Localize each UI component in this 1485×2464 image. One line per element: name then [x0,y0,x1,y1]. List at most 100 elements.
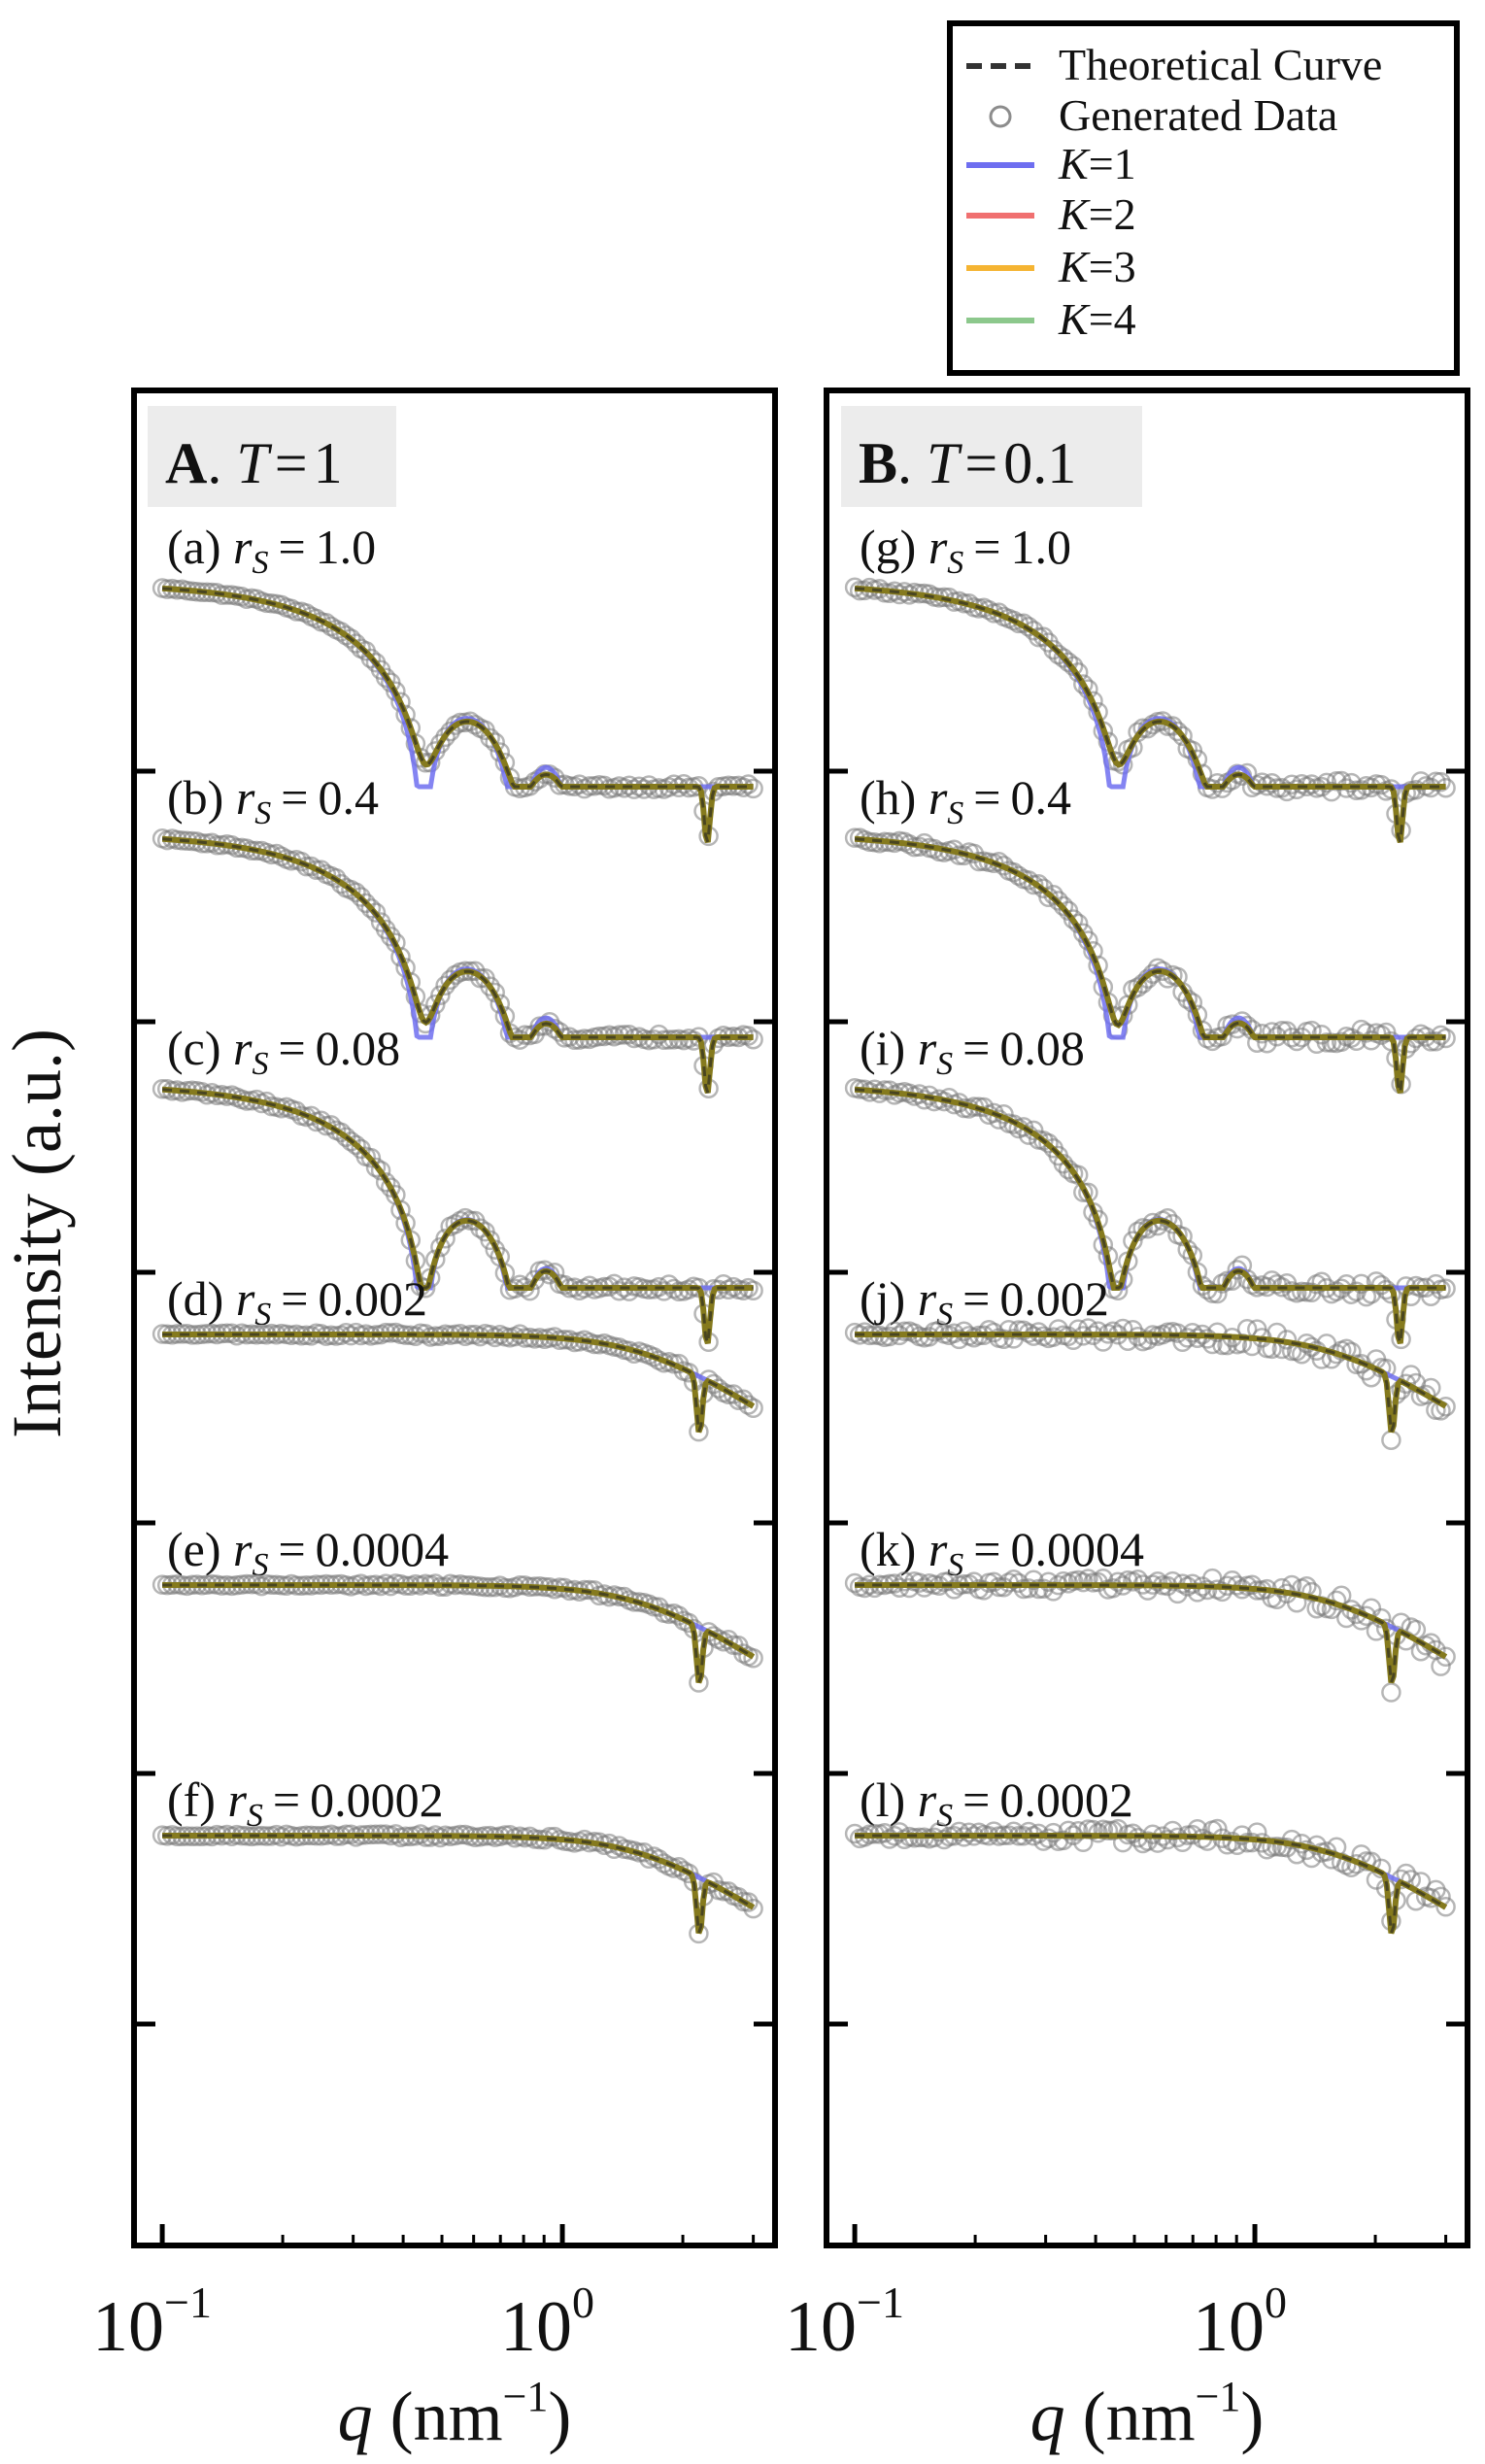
data-point [1067,1821,1089,1841]
data-point [435,726,456,748]
data-point [1097,1820,1119,1841]
panel-a-frame [131,388,778,2248]
data-point [360,1147,382,1168]
k1-curve [855,1582,1447,1660]
data-point [1058,1159,1079,1180]
data-point [1167,721,1188,742]
panel-b-title-box [841,406,1142,507]
data-point [619,1281,640,1301]
k1-curve [161,1087,754,1291]
data-point [1431,771,1451,793]
data-point [1202,1030,1223,1052]
x-axis-label-a: q (nm−1) [338,2373,572,2455]
data-point [435,1228,456,1249]
legend-label-theory: Theoretical Curve [1059,40,1382,89]
data-point [520,1280,540,1301]
data-point [743,1648,763,1669]
data-point [678,1612,699,1634]
data-point [984,1571,1004,1593]
data-point [1048,891,1068,911]
data-point [365,902,387,923]
panel-a-marks: (a) rS = 1.0 (b) rS = 0.4 (c) rS = 0.08 (d)… [134,520,775,2245]
legend-swatch-data [989,105,1012,128]
data-point [330,873,352,894]
data-point [1426,1273,1446,1295]
legend-label-k4: K=4 [1058,294,1136,344]
legend-label-data: Generated Data [1059,90,1337,140]
data-point [1033,626,1054,647]
k4-curve [162,1833,755,1935]
data-point [1038,1132,1059,1154]
data-point [1381,1430,1401,1450]
panel-b-marks: (g) rS = 1.0 (h) rS = 0.4 (i) rS = 0.08 (j)… [827,520,1468,2245]
curve-label: (a) rS = 1.0 [167,520,376,581]
data-point [1431,1656,1451,1676]
data-point [879,1829,900,1849]
k1-curve [854,1087,1446,1291]
data-point [1107,1280,1129,1301]
curve-group-g: (g) rS = 1.0 [844,520,1456,844]
curve-label: (l) rS = 0.0002 [860,1772,1133,1834]
data-point [1018,1821,1039,1842]
data-point [1163,716,1183,736]
data-point [1381,1682,1401,1703]
curve-group-f: (f) rS = 0.0002 [152,1772,763,1944]
data-point [1058,652,1079,672]
data-point [1137,1218,1159,1239]
x-tick-labels: 10−1 100 10−1 100 [92,2278,1287,2367]
data-point [1331,1031,1352,1053]
data-point [1410,771,1432,792]
data-point [698,1622,719,1642]
curve-label: (k) rS = 0.0004 [860,1522,1144,1583]
data-point [1063,1330,1084,1351]
data-point [435,975,456,996]
legend-label-k1: K=1 [1058,139,1136,188]
data-point [1053,895,1074,917]
panel-b-title: B. T = 0.1 [859,431,1076,495]
data-point [959,1822,979,1843]
data-point [1048,1319,1068,1339]
data-point [949,1821,969,1842]
k3-curve [162,1833,756,1935]
data-point [1063,909,1084,929]
data-point [743,1398,763,1419]
curve-group-a: (a) rS = 1.0 [152,520,763,847]
curve-group-c: (c) rS = 0.08 [152,1021,763,1353]
k2-curve [162,1332,755,1434]
panel-a-title-box [148,406,396,507]
curve-group-i: (i) rS = 0.08 [844,1021,1456,1350]
data-point [1029,874,1049,894]
theory-curve [162,1583,755,1683]
data-point [884,1321,905,1341]
theory-curve [162,1834,755,1934]
legend-k-entries: K=1 K=2 K=3 K=4 [966,139,1136,344]
curve-group-b: (b) rS = 0.4 [152,770,763,1098]
data-point [1321,781,1342,802]
k1-curve [854,836,1446,1040]
panel-b: B. T = 0.1 (g) rS = 1.0 (h) rS = 0.4 (i) rS … [824,388,1470,2248]
data-point [445,1214,466,1234]
data-point [430,985,451,1005]
k3-curve [161,835,754,1095]
data-point [1003,861,1024,883]
data-point [994,1329,1014,1349]
data-point [341,628,361,649]
curve-group-h: (h) rS = 0.4 [844,770,1456,1095]
theory-curve [162,1333,755,1433]
theory-curve [855,1088,1446,1344]
data-point [1107,1571,1129,1592]
data-point [743,1898,763,1919]
theory-curve [855,1333,1447,1433]
curve-label: (g) rS = 1.0 [860,520,1071,581]
data-point [1351,1273,1371,1295]
data-point [723,1384,744,1404]
curve-label: (j) rS = 0.002 [860,1271,1109,1333]
legend: Theoretical Curve Generated Data K=1 K=2… [947,20,1460,376]
data-point [1262,1022,1282,1042]
data-point [1018,870,1039,891]
data-point [1262,773,1282,793]
data-point [480,727,500,749]
data-point [678,1362,699,1383]
data-point [1058,1820,1079,1841]
data-point [375,667,396,689]
